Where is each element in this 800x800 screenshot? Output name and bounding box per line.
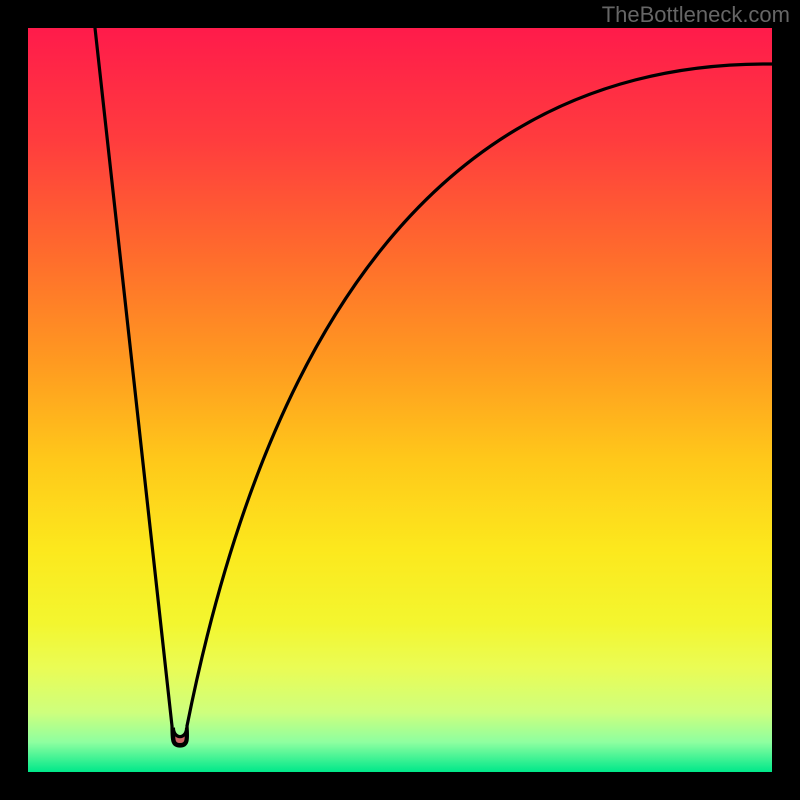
chart-svg <box>0 0 800 800</box>
plot-area <box>28 28 772 772</box>
attribution-watermark: TheBottleneck.com <box>602 2 790 28</box>
chart-canvas: TheBottleneck.com <box>0 0 800 800</box>
